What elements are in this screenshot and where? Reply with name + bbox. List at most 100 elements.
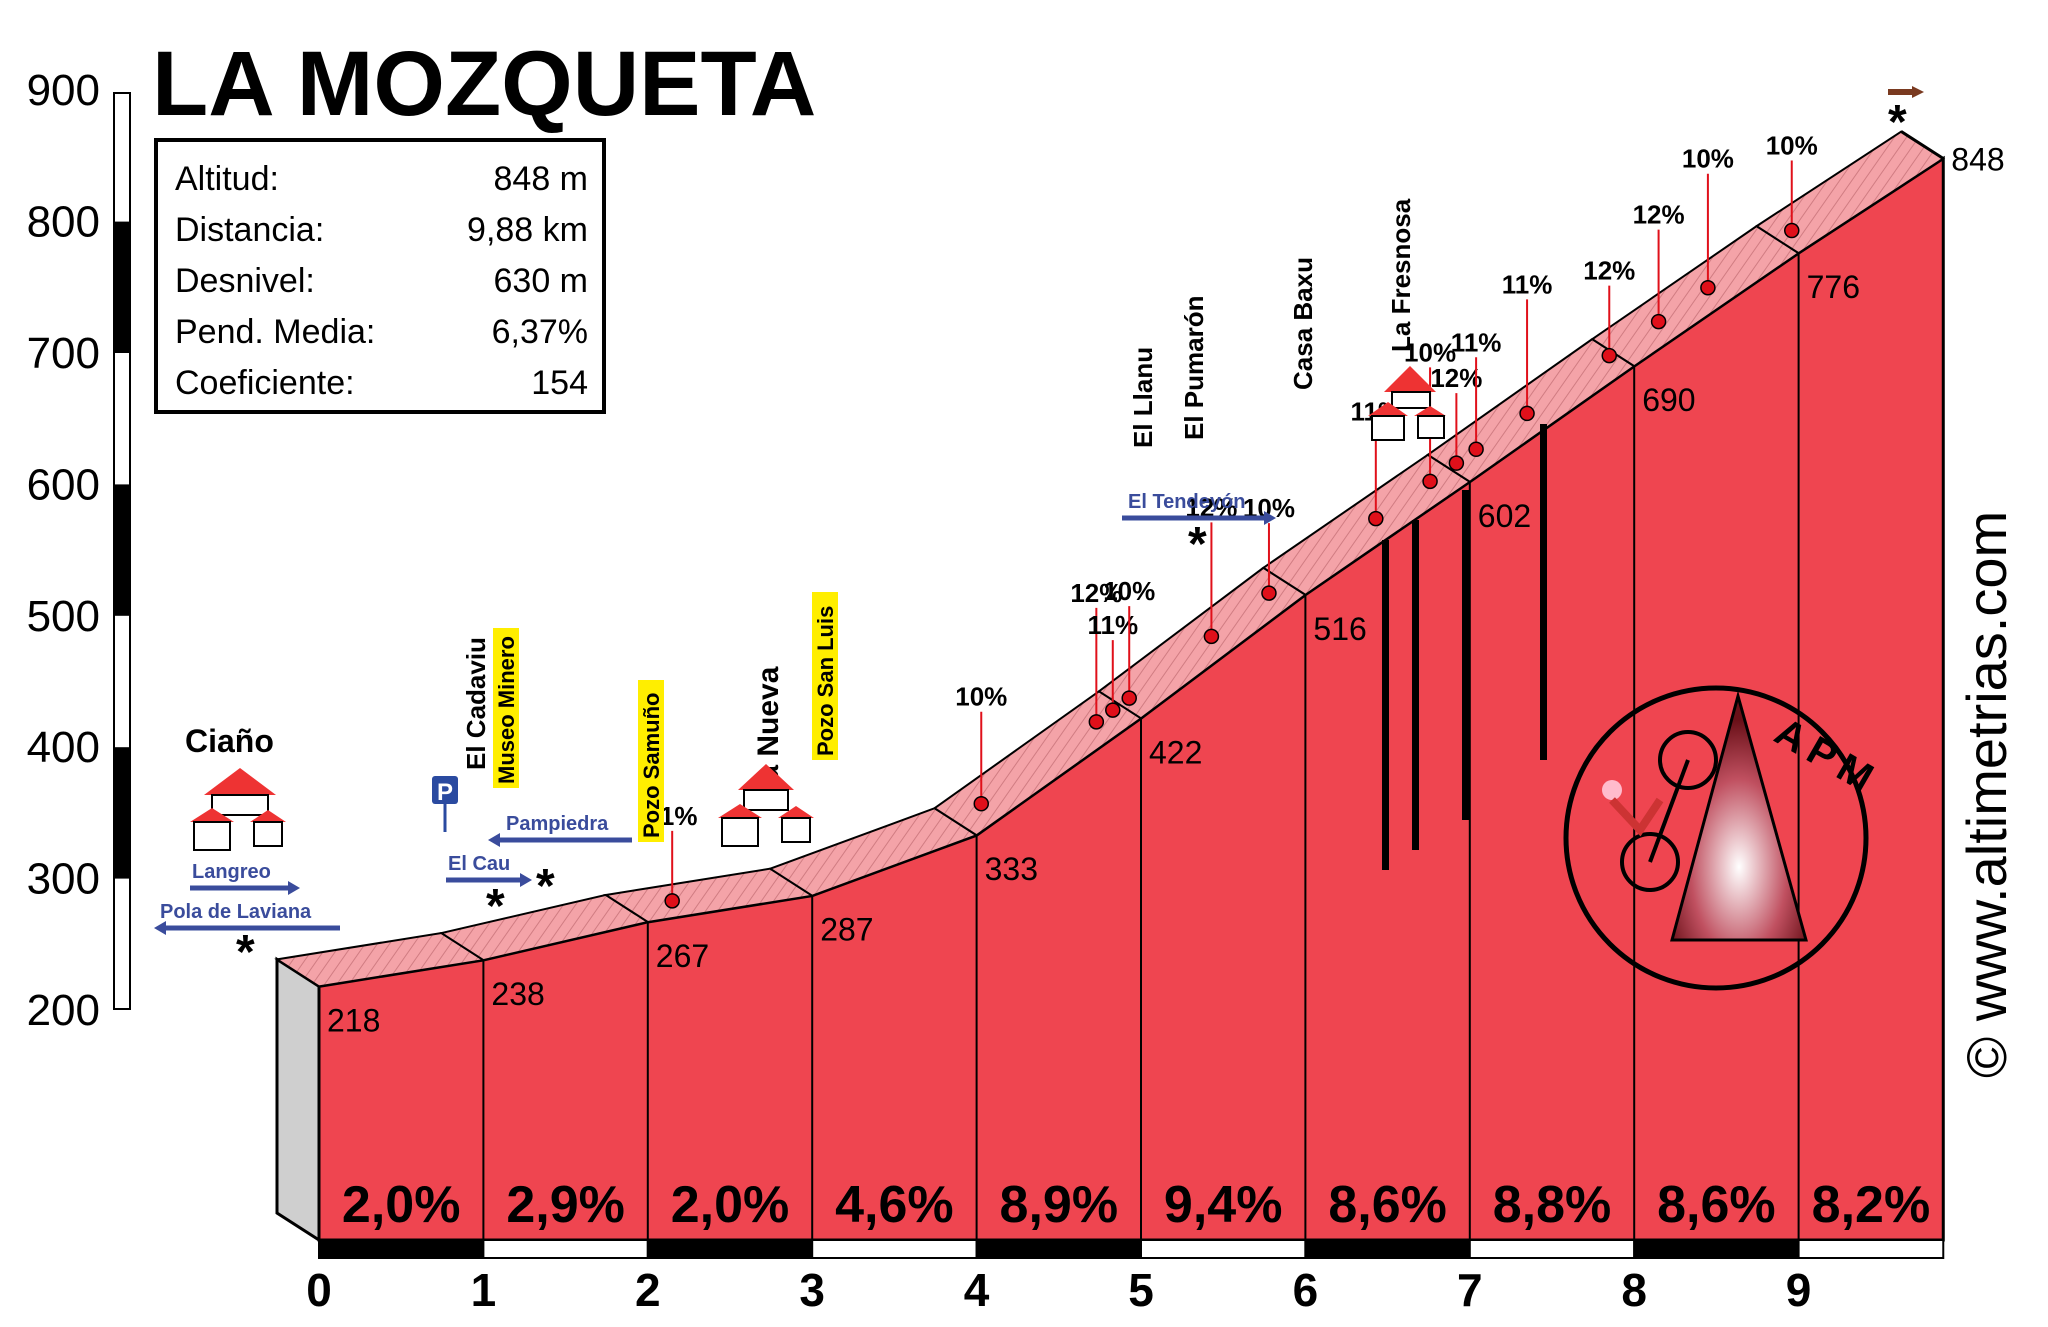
place-annotations: Ciaño La Nueva El Cadaviu Museo Minero P… [185,198,1446,851]
y-tick-label: 500 [27,592,100,641]
km-grade-label: 2,0% [342,1176,461,1234]
x-scale-block [1304,1239,1471,1259]
info-label: Coeficiente: [175,364,355,402]
x-scale-block [1140,1239,1307,1259]
km-grade-label: 2,0% [671,1176,790,1234]
ramp-grade-label: 12% [1583,256,1635,286]
ramp-dot [1121,690,1137,706]
x-scale-block [482,1239,649,1259]
cyclist-icon [1602,730,1718,892]
y-scale-block [114,747,130,879]
info-label: Desnivel: [175,262,315,300]
junction-star-icon: * [536,860,555,913]
arrow-left-icon [154,921,340,935]
km-grade-label: 8,8% [1493,1176,1612,1234]
profile-side-face [275,956,321,1243]
km-altitude-label: 218 [327,1002,380,1038]
y-scale-block [114,221,130,353]
ramp-dot [1422,473,1438,490]
km-grade-label: 8,6% [1328,1176,1447,1234]
ramp-dot [1448,455,1465,471]
y-axis-scale-blocks [114,221,130,879]
pozo-san-luis-box [812,592,838,760]
place-el-cadaviu: El Cadaviu [461,637,491,770]
x-tick-label: 3 [799,1264,825,1316]
info-rows: Altitud: 848 m Distancia: 9,88 km Desnivel: 6… [175,160,588,402]
x-axis: 0 1 2 3 4 5 6 7 8 9 [306,1239,1945,1316]
place-pozo-san-luis: Pozo San Luis [813,606,838,756]
km-altitude-label: 422 [1149,734,1202,770]
info-value: 154 [531,364,588,402]
x-scale-block [1797,1239,1945,1259]
ramp-grade-label: 11% [1451,327,1502,357]
info-value: 9,88 km [467,211,588,249]
info-value: 848 m [494,160,589,198]
village-la-nueva-icon [718,764,814,847]
village-la-fresnosa-icon [1368,366,1446,441]
arrow-right-icon [446,873,532,887]
ramp-grade-label: 10% [955,682,1007,712]
place-la-fresnosa: La Fresnosa [1386,198,1416,352]
km-grade-label: 9,4% [1164,1176,1283,1234]
ramp-grade-label: 12% [1633,200,1685,230]
summit-arrow-icon [1888,86,1924,98]
km-altitude-label: 333 [985,851,1038,887]
watermark: © www.altimetrias.com [1955,511,2018,1078]
ramp-grade-label: 11% [1502,269,1553,299]
ramp-dot [664,893,680,909]
ramp-dot [1519,405,1535,422]
ramp-dot [1088,714,1105,730]
ramp-dot [1203,628,1220,645]
info-label: Pend. Media: [175,313,375,351]
ramp-grade-label: 10% [1103,576,1155,606]
ramp-dot [1261,585,1277,601]
summit-altitude-label: 848 [1951,142,2004,178]
km-grade-label: 8,9% [1000,1176,1119,1234]
x-scale-block [1633,1239,1800,1259]
km-altitude-label: 516 [1313,611,1366,647]
logo-circle [1563,685,1869,991]
ramp-grade-label: 10% [1766,131,1818,161]
place-el-pumaron: El Pumarón [1179,296,1209,440]
km-altitude-label: 690 [1642,382,1695,418]
y-tick-label: 700 [27,329,100,378]
profile-area: 218 2,0% 238 2,9% 267 2,0% 287 4,6% 333 8,9% 422 9,… [274,130,2005,1243]
x-tick-label: 4 [964,1264,990,1316]
road-pampiedra: Pampiedra [506,813,609,835]
ramp-grade-label: 12% [1430,363,1482,393]
x-tick-label: 2 [635,1264,661,1316]
x-tick-label: 5 [1128,1264,1154,1316]
village-ciano-icon [190,768,286,851]
place-casa-baxu: Casa Baxu [1288,257,1318,390]
road-el-cau: El Cau [448,853,510,875]
km-altitude-label: 602 [1478,498,1531,534]
info-label: Distancia: [175,211,324,249]
arrow-right-icon [1122,511,1276,525]
info-value: 6,37% [492,313,588,351]
dark-strips [1382,424,1547,870]
km-grade-label: 4,6% [835,1176,954,1234]
junction-star-icon: * [486,880,505,933]
junction-markers: * * * * * [236,96,1907,979]
y-tick-label: 400 [27,723,100,772]
road-langreo: Langreo [192,861,271,883]
logo-mountain [1670,690,1808,942]
info-box: Altitud: 848 m Distancia: 9,88 km Desnivel: 6… [154,138,606,414]
place-museo-minero: Museo Minero [494,636,519,784]
km-altitude-label: 287 [820,912,873,948]
ramp-dot [1468,441,1484,458]
ramp-grade-label: 10% [1404,337,1456,367]
x-scale-block [318,1239,485,1259]
info-label: Altitud: [175,160,279,198]
y-tick-label: 300 [27,855,100,904]
y-tick-label: 200 [27,986,100,1035]
y-tick-label: 600 [27,460,100,509]
chart-title: LA MOZQUETA [152,33,816,135]
x-scale-block [975,1239,1142,1259]
direction-annotations: Langreo Pola de Laviana Pampiedra El Cau… [154,86,1924,935]
ramp-grade-label: 12% [1070,578,1122,608]
arrow-left-icon [488,833,632,847]
place-ciano: Ciaño [185,723,274,759]
x-scale-block [646,1239,814,1259]
